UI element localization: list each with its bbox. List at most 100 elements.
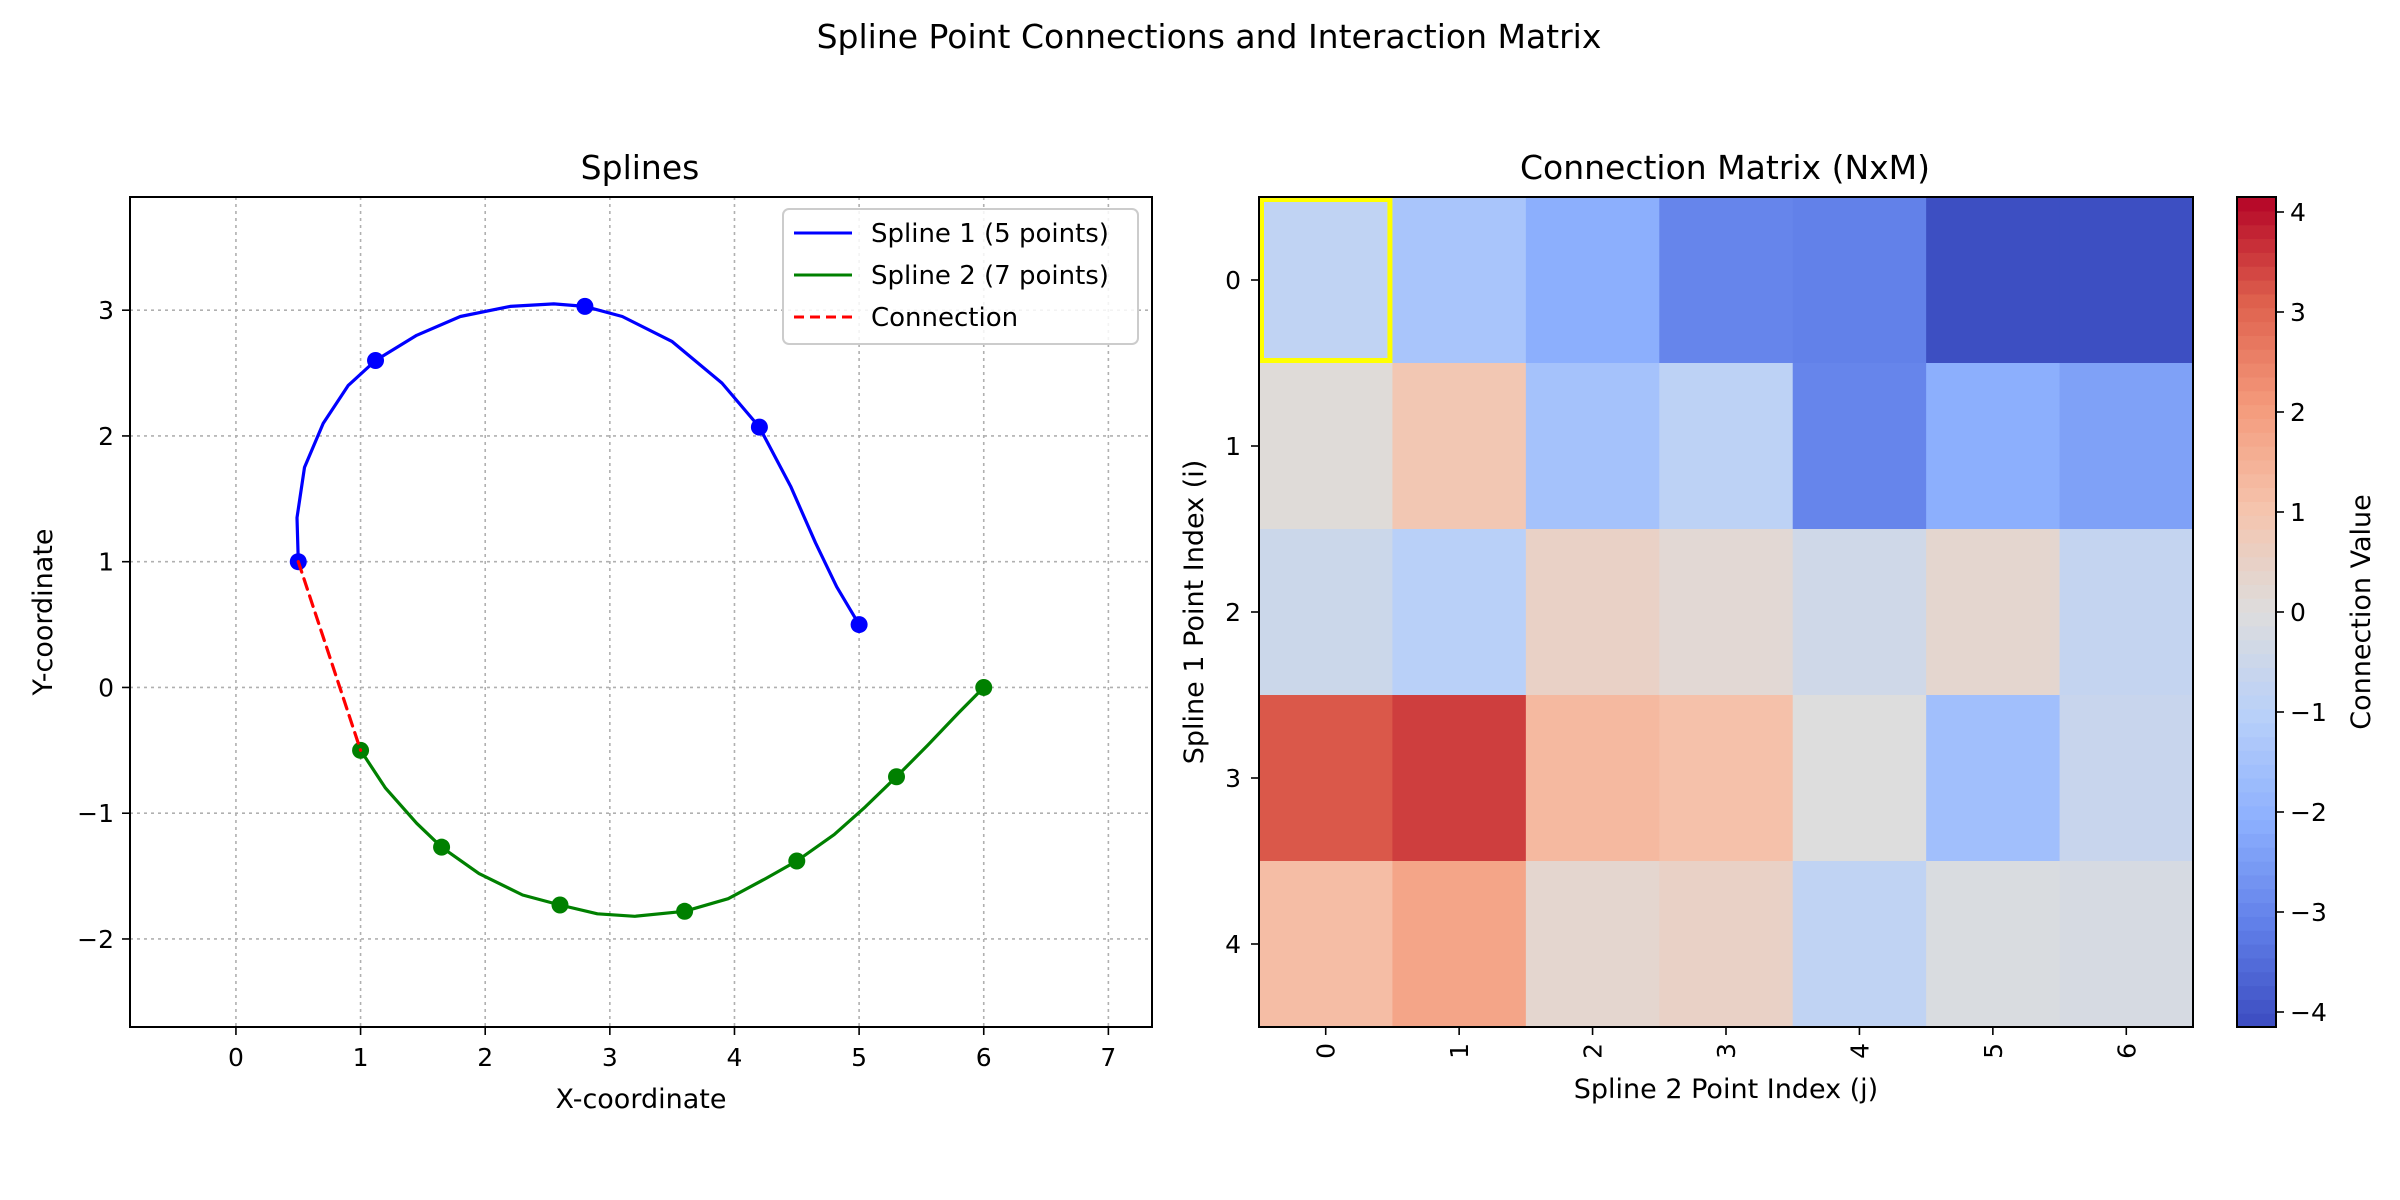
colorbar-segment xyxy=(2237,224,2276,240)
colorbar-tick-label: 4 xyxy=(2290,198,2306,227)
matrix-cell xyxy=(1259,695,1394,862)
matrix-y-tick-label: 3 xyxy=(1225,764,1241,793)
matrix-cell xyxy=(1926,861,2061,1028)
x-tick-label: 1 xyxy=(353,1043,369,1072)
x-tick-label: 5 xyxy=(851,1043,867,1072)
matrix-cell xyxy=(1525,363,1660,530)
spline-2-point xyxy=(788,852,806,870)
splines-ticks: 0 1 2 3 4 5 6 7 −2 −1 0 1 2 3 xyxy=(77,296,1116,1072)
colorbar-tick-label: 0 xyxy=(2290,598,2306,627)
spline-1-point xyxy=(850,616,868,634)
colorbar-segment xyxy=(2237,778,2276,793)
spline-1-point xyxy=(367,351,385,369)
matrix-cell xyxy=(1659,363,1794,530)
spline-2-point xyxy=(551,896,569,914)
colorbar-label: Connection Value xyxy=(2346,494,2377,730)
colorbar-segment xyxy=(2237,736,2276,751)
matrix-cell xyxy=(1926,695,2061,862)
colorbar-segment xyxy=(2237,446,2276,461)
x-tick-label: 0 xyxy=(228,1043,244,1072)
matrix-x-tick-label: 0 xyxy=(1312,1043,1341,1059)
colorbar-tick-label: 1 xyxy=(2290,498,2306,527)
legend-label-spline-1: Spline 1 (5 points) xyxy=(871,219,1109,249)
spline-2-line xyxy=(359,685,986,918)
spline-1-point xyxy=(750,418,768,436)
matrix-y-tick-label: 2 xyxy=(1225,598,1241,627)
matrix-x-tick-label: 3 xyxy=(1712,1043,1741,1059)
colorbar-segment xyxy=(2237,584,2276,599)
matrix-y-tick-label: 1 xyxy=(1225,432,1241,461)
colorbar-segment xyxy=(2237,888,2276,904)
colorbar-segment xyxy=(2237,390,2276,406)
legend-label-spline-2: Spline 2 (7 points) xyxy=(871,261,1109,291)
matrix-cell xyxy=(1525,529,1660,696)
colorbar-segment xyxy=(2237,197,2276,212)
matrix-cell xyxy=(1792,695,1927,862)
colorbar-tick-label: −3 xyxy=(2290,898,2327,927)
matrix-title: Connection Matrix (NxM) xyxy=(1520,148,1930,187)
connection-line xyxy=(296,560,363,752)
matrix-cell xyxy=(1659,861,1794,1028)
colorbar-segment xyxy=(2237,681,2276,696)
colorbar: −4 −3 −2 −1 0 1 2 3 4 xyxy=(2236,196,2327,1028)
matrix-cell xyxy=(2059,695,2194,862)
colorbar-segment xyxy=(2237,612,2276,627)
colorbar-segment xyxy=(2237,695,2276,710)
matrix-cell xyxy=(1926,363,2061,530)
colorbar-segment xyxy=(2237,985,2276,1000)
matrix-ticks: 0 1 2 3 4 5 6 0 1 2 3 4 xyxy=(1225,266,2141,1059)
matrix-axes-frame xyxy=(1258,196,2194,1028)
x-tick-label: 7 xyxy=(1100,1043,1116,1072)
matrix-cell xyxy=(1392,363,1527,530)
colorbar-segment xyxy=(2237,459,2276,475)
colorbar-segment xyxy=(2237,902,2276,917)
colorbar-segment xyxy=(2237,432,2276,447)
matrix-cell xyxy=(1259,529,1394,696)
matrix-cell xyxy=(1792,861,1927,1028)
colorbar-segment xyxy=(2237,764,2276,779)
colorbar-segment xyxy=(2237,971,2276,987)
matrix-cell xyxy=(1792,197,1927,364)
colorbar-segment xyxy=(2237,750,2276,765)
colorbar-segment xyxy=(2237,556,2276,572)
highlight-cell-outline xyxy=(1259,197,1393,363)
matrix-cell xyxy=(1392,861,1527,1028)
splines-grid xyxy=(130,197,1152,1027)
colorbar-segment xyxy=(2237,847,2276,862)
colorbar-segment xyxy=(2237,307,2276,323)
colorbar-segment xyxy=(2237,266,2276,281)
y-tick-label: −2 xyxy=(77,925,114,954)
colorbar-segment xyxy=(2237,999,2276,1014)
colorbar-segment xyxy=(2237,916,2276,931)
colorbar-segment xyxy=(2237,515,2276,530)
legend-label-connection: Connection xyxy=(871,303,1018,333)
colorbar-segment xyxy=(2237,418,2276,433)
spline-2-point xyxy=(433,838,451,856)
colorbar-segment xyxy=(2237,210,2276,226)
colorbar-segment xyxy=(2237,321,2276,336)
colorbar-segment xyxy=(2237,861,2276,876)
matrix-cell xyxy=(1392,197,1527,364)
colorbar-segment xyxy=(2237,542,2276,558)
colorbar-segment xyxy=(2237,363,2276,378)
matrix-cell xyxy=(1792,363,1927,530)
colorbar-segment xyxy=(2237,280,2276,295)
matrix-cell xyxy=(1259,363,1394,530)
splines-panel: Splines 0 1 2 3 4 5 6 7 −2 −1 0 1 2 3 X-coordinate Y-… xyxy=(28,148,1153,1115)
matrix-cell xyxy=(1792,529,1927,696)
spline-1-point xyxy=(576,297,594,315)
colorbar-segment xyxy=(2237,404,2276,419)
matrix-cell xyxy=(2059,197,2194,364)
x-tick-label: 6 xyxy=(976,1043,992,1072)
matrix-x-tick-label: 6 xyxy=(2112,1043,2141,1059)
matrix-x-tick-label: 1 xyxy=(1445,1043,1474,1059)
matrix-cell xyxy=(1259,861,1394,1028)
colorbar-segment xyxy=(2237,349,2276,364)
colorbar-segment xyxy=(2237,819,2276,834)
colorbar-tick-label: −4 xyxy=(2290,998,2327,1027)
colorbar-segment xyxy=(2237,930,2276,945)
matrix-y-axis-label: Spline 1 Point Index (i) xyxy=(1179,460,1210,764)
colorbar-segment xyxy=(2237,501,2276,516)
y-tick-label: 0 xyxy=(98,673,114,702)
colorbar-segment xyxy=(2237,639,2276,655)
